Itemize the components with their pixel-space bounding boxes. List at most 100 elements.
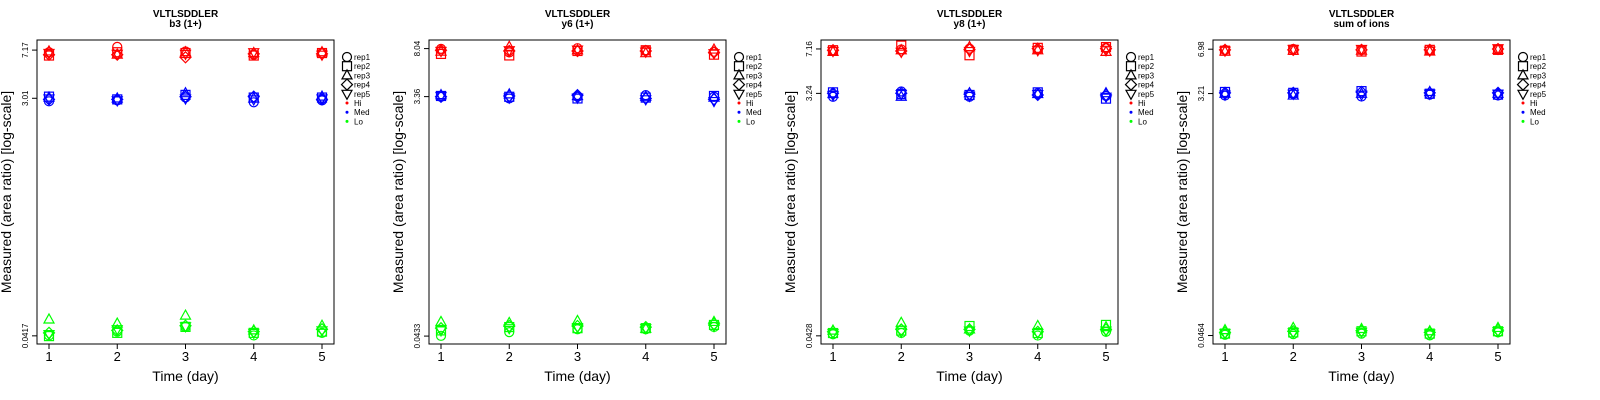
data-point-hi-rep5 [434, 46, 448, 58]
legend-symbol-rep1 [733, 51, 745, 63]
data-point-lo-rep5 [1423, 329, 1436, 341]
legend-label: rep3 [354, 71, 371, 80]
legend-dot-hi [737, 101, 741, 105]
legend-label: Hi [354, 99, 362, 108]
data-point-lo-rep4 [894, 323, 908, 336]
data-point-hi-rep5 [247, 48, 260, 59]
legend-symbol-rep1 [341, 51, 353, 63]
data-point-lo-rep5 [179, 322, 192, 334]
x-axis-label: Time (day) [544, 368, 610, 384]
x-tick-label: 2 [898, 349, 905, 364]
y-axis-label: Measured (area ratio) [log-scale] [0, 91, 14, 293]
x-tick-label: 4 [642, 349, 649, 364]
legend-symbol-rep5 [1516, 89, 1530, 101]
legend-dot-lo [345, 119, 349, 123]
data-point-lo-rep5 [1491, 327, 1505, 338]
legend-label: Med [354, 108, 370, 117]
y-tick-label: 3.01 [21, 90, 30, 106]
legend-dot-lo [1521, 119, 1525, 123]
x-tick-label: 1 [45, 349, 52, 364]
legend-symbol-rep4 [1124, 78, 1138, 91]
data-point-hi-rep5 [503, 46, 516, 58]
plot-frame [36, 39, 335, 345]
data-point-med-rep5 [315, 94, 329, 106]
legend-dot-med [1129, 110, 1133, 114]
legend-label: rep5 [1138, 90, 1155, 99]
x-tick-label: 2 [506, 349, 513, 364]
legend-label: rep3 [746, 71, 763, 80]
data-point-lo-rep5 [1287, 328, 1300, 340]
data-point-lo-rep5 [826, 328, 840, 340]
x-tick-label: 3 [966, 349, 973, 364]
legend-label: rep5 [354, 90, 371, 99]
data-point-med-rep4 [247, 90, 261, 103]
plot-frame [1212, 39, 1511, 345]
chart-subtitle: sum of ions [1333, 19, 1390, 30]
data-point-lo-rep5 [571, 322, 584, 334]
legend-label: rep5 [746, 90, 763, 99]
data-point-med-rep3 [1218, 87, 1232, 98]
data-point-hi-rep5 [1355, 44, 1368, 56]
data-point-med-rep5 [1287, 89, 1300, 101]
data-point-lo-rep5 [434, 326, 448, 338]
legend-dot-med [1521, 110, 1525, 114]
x-tick-label: 5 [318, 349, 325, 364]
x-tick-label: 5 [710, 349, 717, 364]
legend-label: Hi [1138, 99, 1146, 108]
x-tick-label: 5 [1494, 349, 1501, 364]
data-point-hi-rep1 [112, 41, 123, 52]
data-point-hi-rep5 [111, 49, 124, 61]
legend-dot-hi [1129, 101, 1133, 105]
x-tick-label: 4 [1034, 349, 1041, 364]
legend-label: rep4 [1530, 81, 1547, 90]
legend-symbol-rep5 [1124, 89, 1138, 101]
legend-symbol-rep5 [732, 89, 746, 101]
data-point-hi-rep3 [42, 44, 56, 56]
legend-symbol-rep5 [340, 89, 354, 101]
legend-label: rep1 [354, 53, 371, 62]
data-point-med-rep4 [571, 88, 584, 102]
data-point-lo-rep3 [42, 312, 56, 324]
legend-dot-hi [1521, 101, 1525, 105]
legend-dot-med [345, 110, 349, 114]
data-point-lo-rep5 [247, 328, 260, 340]
data-point-med-rep3 [179, 86, 192, 98]
data-point-med-rep5 [963, 91, 976, 103]
legend-dot-med [737, 110, 741, 114]
legend-symbol-rep1 [1517, 51, 1529, 63]
data-point-med-rep5 [895, 89, 908, 101]
x-tick-label: 3 [574, 349, 581, 364]
data-point-hi-rep4 [179, 50, 192, 64]
x-tick-label: 3 [182, 349, 189, 364]
x-tick-label: 1 [1221, 349, 1228, 364]
legend-symbol-rep4 [340, 78, 354, 91]
data-point-med-rep5 [826, 90, 840, 102]
data-point-lo-rep2 [964, 320, 975, 332]
data-point-lo-rep3 [963, 322, 976, 334]
y-axis-label: Measured (area ratio) [log-scale] [782, 91, 798, 293]
data-point-hi-rep5 [1218, 46, 1232, 58]
x-axis-label: Time (day) [936, 368, 1002, 384]
data-point-med-rep5 [1218, 90, 1232, 102]
y-tick-label: 3.24 [805, 85, 814, 101]
legend-label: Hi [746, 99, 754, 108]
data-point-lo-rep5 [503, 324, 516, 335]
data-point-lo-rep5 [639, 324, 652, 335]
plot-frame [820, 39, 1119, 345]
data-point-lo-rep5 [315, 326, 329, 338]
data-point-hi-rep5 [1423, 46, 1436, 58]
data-point-med-rep2 [112, 94, 123, 105]
y-tick-label: 0.0428 [805, 323, 814, 348]
y-tick-label: 7.17 [21, 42, 30, 58]
plot-frame [428, 39, 727, 345]
x-tick-label: 2 [114, 349, 121, 364]
data-point-med-rep5 [1423, 89, 1436, 101]
data-point-lo-rep3 [895, 316, 908, 327]
data-point-lo-rep3 [434, 315, 448, 327]
x-tick-label: 5 [1102, 349, 1109, 364]
data-point-hi-rep2 [896, 40, 907, 51]
y-tick-label: 3.21 [1197, 85, 1206, 101]
